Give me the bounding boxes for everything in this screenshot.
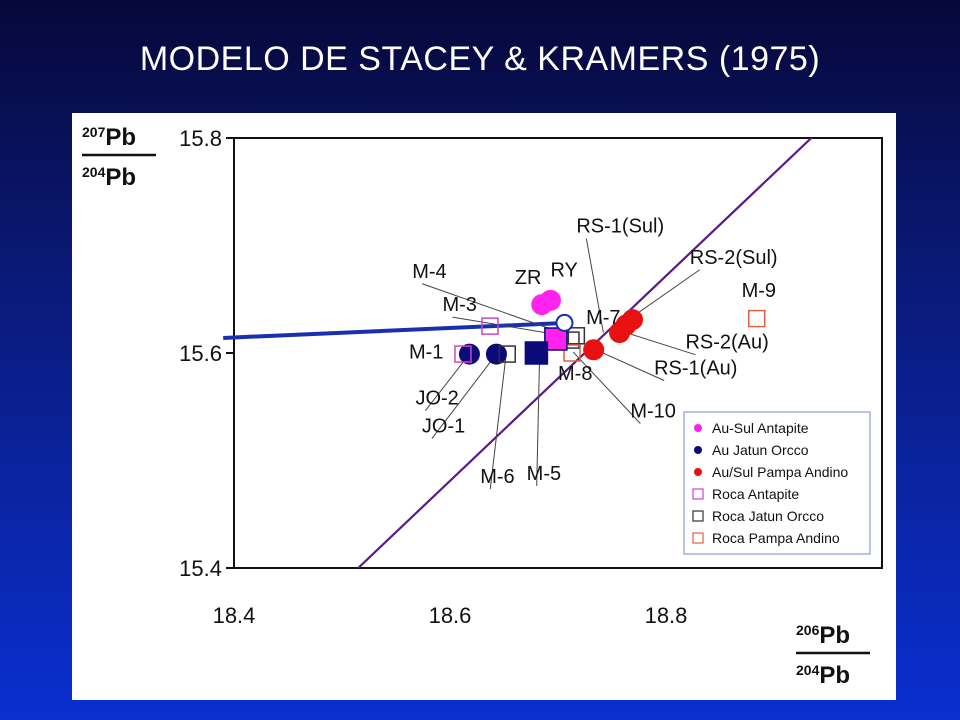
data-point (567, 327, 586, 345)
data-point (747, 309, 766, 328)
y-tick-label: 15.4 (179, 556, 222, 581)
leader-line (585, 238, 604, 333)
annotation-label: RS-1(Sul) (576, 216, 664, 238)
annotation-label: M-7 (586, 307, 620, 329)
leader-line (572, 351, 641, 424)
annotation-label: M-4 (412, 261, 446, 283)
slide-title: MODELO DE STACEY & KRAMERS (1975) (139, 40, 821, 78)
figure-panel: 15.4 15.6 15.8 18.4 18.6 18.8 207Pb 204Pb 206Pb 2… (72, 113, 896, 700)
data-point (454, 345, 472, 363)
annotation-label: RS-1(Au) (654, 358, 737, 380)
y-tick-label: 15.6 (179, 341, 222, 366)
leader-line (422, 283, 559, 332)
annotation-label: M-9 (742, 280, 776, 302)
data-point (563, 344, 581, 362)
filled-navy-square (524, 341, 549, 365)
data-point (485, 343, 507, 365)
annotation-label: RY (550, 260, 577, 282)
legend-label: Roca Antapite (712, 486, 799, 502)
leader-line (629, 333, 696, 356)
legend-label: Au/Sul Pampa Andino (712, 464, 848, 480)
leader-line (489, 354, 507, 490)
data-point (583, 339, 605, 361)
annotation-label: M-5 (527, 463, 561, 485)
annotation-label: JO-2 (415, 388, 458, 410)
data-point (498, 345, 516, 363)
legend-swatch (694, 468, 702, 476)
leader-line (425, 353, 470, 411)
open-blue-circle (555, 313, 574, 332)
annotation-label: RS-2(Au) (685, 332, 768, 354)
legend-label: Au Jatun Orcco (712, 442, 809, 458)
filled-magenta-square (544, 327, 568, 351)
leader-line (452, 316, 559, 336)
y-axis-label-denominator: 204Pb (82, 164, 136, 191)
data-point (622, 309, 644, 331)
y-axis-label-numerator: 207Pb (82, 124, 136, 151)
x-tick-label: 18.4 (213, 603, 256, 628)
y-tick-label: 15.8 (179, 126, 222, 151)
annotation-label: M-3 (442, 294, 476, 316)
annotation-label: RS-2(Sul) (690, 247, 778, 269)
x-axis-label-numerator: 206Pb (796, 622, 850, 649)
legend-label: Roca Jatun Orcco (712, 508, 824, 524)
data-point (539, 289, 561, 311)
leader-line (536, 355, 541, 486)
leader-line (595, 349, 665, 381)
annotation-label: M-6 (480, 466, 514, 488)
annotation-label: M-8 (558, 363, 592, 385)
data-point (481, 317, 499, 335)
legend-swatch (692, 488, 704, 500)
annotation-label: M-10 (630, 401, 676, 423)
pb-isotope-chart: 15.4 15.6 15.8 18.4 18.6 18.8 207Pb 204Pb 206Pb 2… (82, 124, 883, 689)
legend-label: Roca Pampa Andino (712, 530, 840, 546)
leader-line (631, 269, 701, 318)
x-tick-label: 18.8 (645, 603, 688, 628)
legend-swatch (694, 424, 702, 432)
legend-label: Au-Sul Antapite (712, 420, 809, 436)
x-axis-label-denominator: 204Pb (796, 662, 850, 689)
annotation-label: JO-1 (422, 416, 465, 438)
x-tick-label: 18.6 (429, 603, 472, 628)
legend-swatch (694, 446, 702, 454)
annotation-label: ZR (515, 267, 542, 289)
legend-swatch (692, 532, 704, 544)
legend-swatch (692, 510, 704, 522)
leader-line (431, 353, 497, 439)
blue-growth-curve (223, 320, 567, 340)
annotation-label: M-1 (409, 341, 443, 363)
legend-box (683, 411, 871, 555)
data-point (458, 343, 480, 365)
